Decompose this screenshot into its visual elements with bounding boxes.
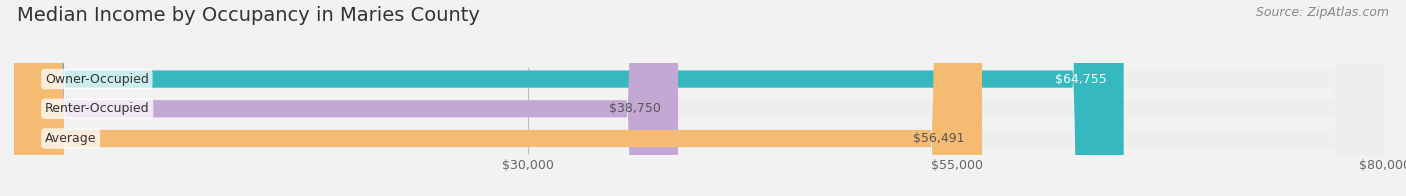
FancyBboxPatch shape bbox=[14, 0, 1385, 196]
FancyBboxPatch shape bbox=[14, 0, 1123, 196]
FancyBboxPatch shape bbox=[14, 0, 1385, 196]
Text: $64,755: $64,755 bbox=[1054, 73, 1107, 86]
FancyBboxPatch shape bbox=[14, 0, 678, 196]
Text: Renter-Occupied: Renter-Occupied bbox=[45, 102, 149, 115]
Text: $38,750: $38,750 bbox=[609, 102, 661, 115]
Text: Source: ZipAtlas.com: Source: ZipAtlas.com bbox=[1256, 6, 1389, 19]
FancyBboxPatch shape bbox=[14, 0, 981, 196]
Text: Average: Average bbox=[45, 132, 97, 145]
FancyBboxPatch shape bbox=[14, 0, 1385, 196]
Text: Median Income by Occupancy in Maries County: Median Income by Occupancy in Maries Cou… bbox=[17, 6, 479, 25]
Text: $56,491: $56,491 bbox=[914, 132, 965, 145]
Text: Owner-Occupied: Owner-Occupied bbox=[45, 73, 149, 86]
